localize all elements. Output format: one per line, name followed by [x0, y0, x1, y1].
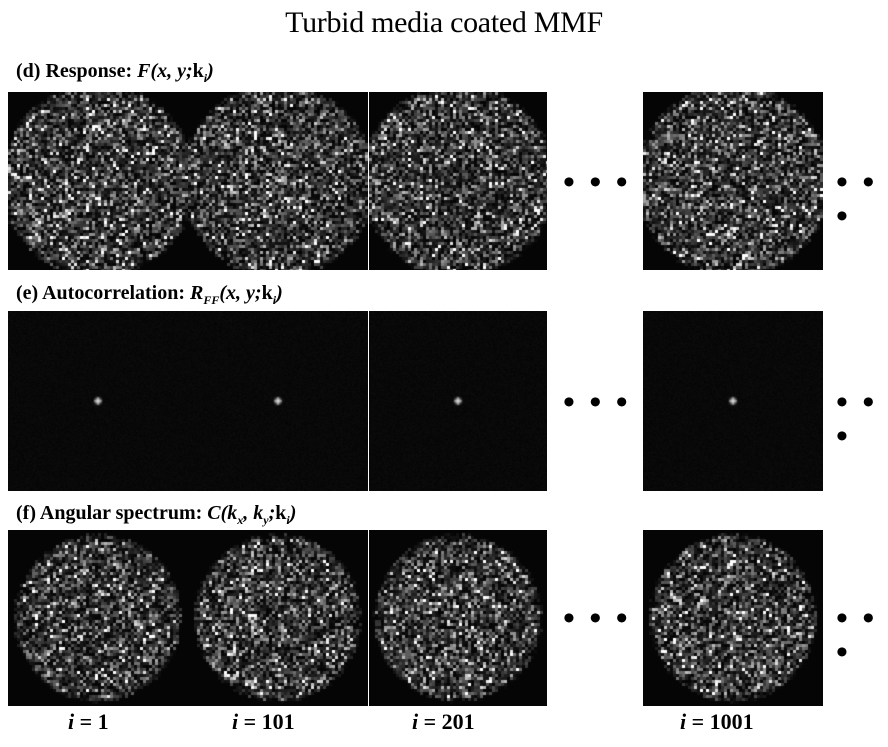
ellipsis-spectrum: • • • [563, 600, 631, 637]
ellipsis-response: • • • [563, 164, 631, 201]
row-label-prefix: (e) Autocorrelation: [16, 282, 186, 304]
row-label-autocorrelation: (e) Autocorrelation: RFF(x, y;ki) [16, 282, 283, 308]
row-label-prefix: (d) Response: [16, 60, 133, 82]
row-label-angular-spectrum: (f) Angular spectrum: C(kx, ky;ki) [16, 502, 296, 528]
response-image-i1 [8, 92, 188, 270]
spectrum-image-i1 [8, 530, 188, 706]
autocorr-image-i101 [188, 311, 368, 491]
spectrum-image-i201 [369, 530, 547, 706]
ellipsis-spectrum-end: • • • [836, 600, 878, 671]
response-image-i101 [188, 92, 368, 270]
column-label-i101: i = 101 [232, 709, 295, 734]
autocorr-image-i201 [369, 311, 547, 491]
spectrum-image-i101 [188, 530, 368, 706]
response-image-i1001 [643, 92, 823, 270]
row-label-math: F(x, y;ki) [137, 60, 214, 85]
row-label-prefix: (f) Angular spectrum: [16, 502, 203, 524]
row-label-math: RFF(x, y;ki) [190, 282, 283, 307]
ellipsis-autocorr: • • • [563, 384, 631, 421]
autocorr-image-i1001 [643, 311, 823, 491]
autocorr-image-i1 [8, 311, 188, 491]
column-label-i201: i = 201 [412, 709, 475, 734]
ellipsis-response-end: • • • [836, 164, 878, 235]
spectrum-image-i1001 [643, 530, 823, 706]
column-label-i1001: i = 1001 [680, 709, 754, 734]
response-image-i201 [369, 92, 547, 270]
column-label-i1: i = 1 [68, 709, 109, 734]
row-label-math: C(kx, ky;ki) [207, 502, 297, 527]
ellipsis-autocorr-end: • • • [836, 384, 878, 455]
figure-title: Turbid media coated MMF [285, 6, 603, 39]
row-label-response: (d) Response: F(x, y;ki) [16, 60, 214, 86]
